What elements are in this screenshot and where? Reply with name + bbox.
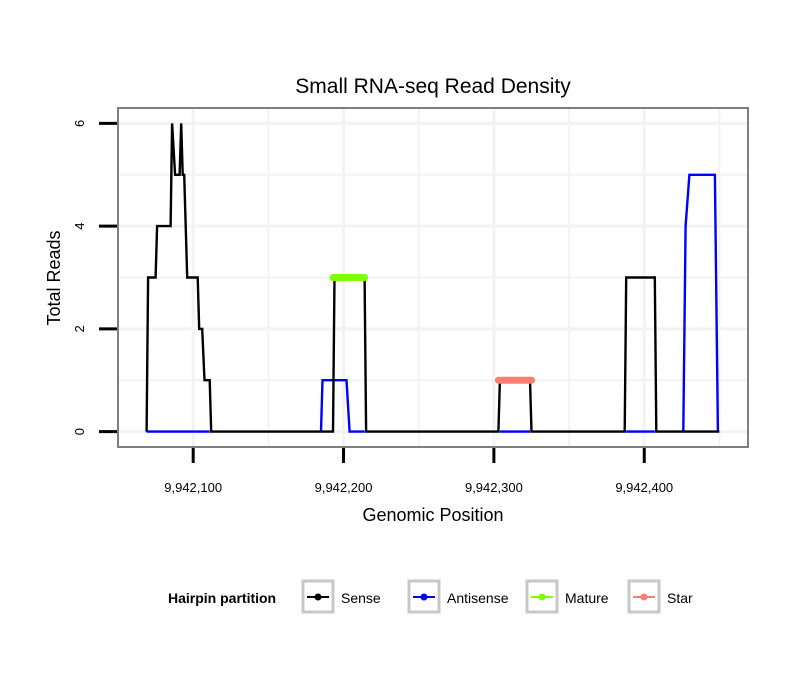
x-axis-label: Genomic Position [362, 505, 503, 525]
legend-key-point [420, 593, 428, 601]
series-line-antisense [146, 173, 720, 433]
x-tick-label: 9,942,400 [615, 480, 673, 495]
x-tick-label: 9,942,100 [164, 480, 222, 495]
x-axis: 9,942,100 9,942,200 9,942,300 9,942,400 [164, 448, 673, 495]
y-tick-label: 4 [72, 223, 87, 230]
y-axis-label: Total Reads [44, 230, 64, 325]
y-tick-label: 2 [72, 325, 87, 332]
y-axis: 0 2 4 6 [72, 120, 117, 435]
legend-key-point [538, 593, 546, 601]
legend-key-point [640, 593, 648, 601]
legend: Hairpin partition Sense Antisense Mature St… [168, 579, 693, 614]
legend-label-mature: Mature [565, 590, 609, 606]
legend-label-antisense: Antisense [447, 590, 509, 606]
y-tick-label: 0 [72, 428, 87, 435]
x-tick-label: 9,942,200 [315, 480, 373, 495]
series-line-sense [145, 123, 720, 433]
legend-label-star: Star [667, 590, 693, 606]
x-tick-label: 9,942,300 [465, 480, 523, 495]
series-lines [145, 123, 720, 433]
y-tick-label: 6 [72, 120, 87, 127]
legend-label-sense: Sense [341, 590, 381, 606]
chart-title: Small RNA-seq Read Density [295, 75, 571, 98]
legend-key-point [314, 593, 322, 601]
legend-title: Hairpin partition [168, 590, 276, 606]
